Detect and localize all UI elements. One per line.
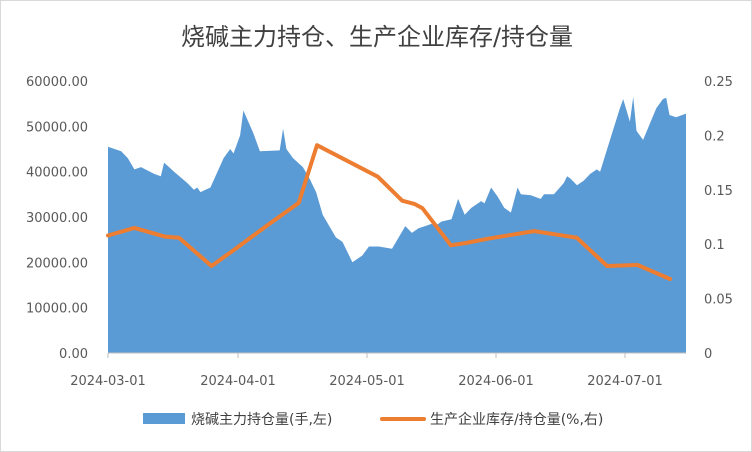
x-tick-label: 2024-04-01 [200,374,276,389]
area-layer [108,96,686,354]
legend-label-line: 生产企业库存/持仓量(%,右) [430,411,603,428]
left-tick-label: 40000.00 [26,166,88,181]
right-tick-label: 0.1 [704,238,725,253]
x-tick-label: 2024-03-01 [70,374,146,389]
x-tick-label: 2024-07-01 [587,374,663,389]
left-axis-ticks: 0.00 10000.00 20000.00 30000.00 40000.00 5000… [26,75,88,362]
right-tick-label: 0 [704,347,712,362]
left-tick-label: 50000.00 [26,120,88,135]
inventory-ratio-line [106,143,672,281]
x-tick-label: 2024-05-01 [329,374,405,389]
left-tick-label: 0.00 [59,347,88,362]
left-tick-label: 10000.00 [26,302,88,317]
line-layer [106,143,672,281]
legend: 烧碱主力持仓量(手,左) 生产企业库存/持仓量(%,右) [143,411,603,428]
right-tick-label: 0.25 [704,75,733,90]
left-tick-label: 60000.00 [26,75,88,90]
right-tick-label: 0.15 [704,184,733,199]
right-tick-label: 0.2 [704,129,725,144]
left-tick-label: 30000.00 [26,211,88,226]
axes-layer [107,352,686,358]
chart-title: 烧碱主力持仓、生产企业库存/持仓量 [180,23,574,51]
x-axis-ticks: 2024-03-01 2024-04-01 2024-05-01 2024-06-01… [70,374,663,389]
legend-swatch-area [143,413,185,424]
right-tick-label: 0.05 [704,293,733,308]
x-tick-label: 2024-06-01 [458,374,534,389]
holdings-area [108,96,686,354]
right-axis-ticks: 0 0.05 0.1 0.15 0.2 0.25 [704,75,733,362]
legend-label-area: 烧碱主力持仓量(手,左) [191,412,332,428]
left-tick-label: 20000.00 [26,256,88,271]
